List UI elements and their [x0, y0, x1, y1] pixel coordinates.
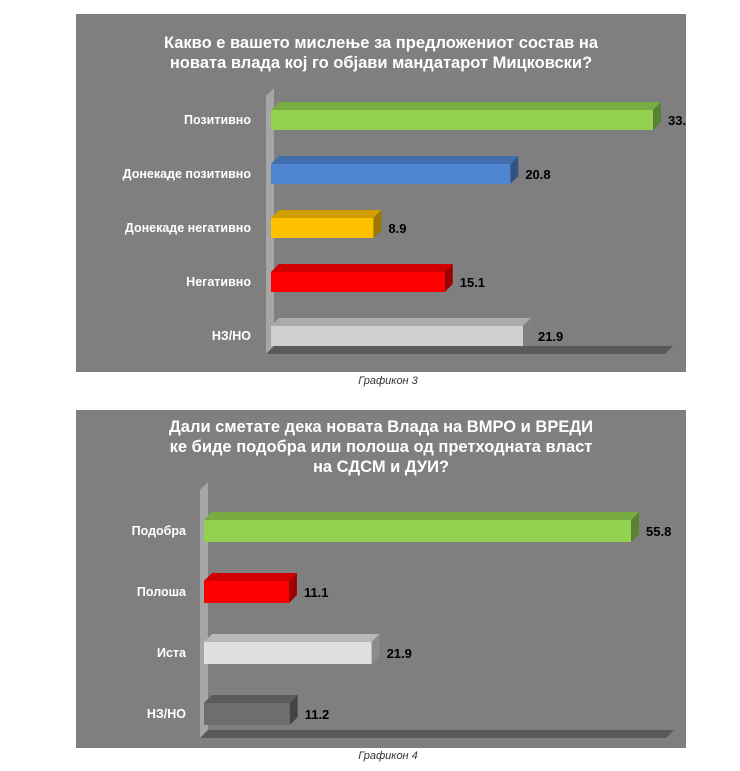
chart-3-title-line: новата влада кој го објави мандатарот Ми… — [170, 54, 592, 72]
chart-4-title-line: Дали сметате дека новата Влада на ВМРО и… — [169, 418, 593, 436]
chart-3-floor — [266, 346, 673, 354]
chart-4-bar-side — [631, 512, 639, 542]
chart-3-value-label: 20.8 — [525, 167, 550, 182]
chart-3-value-label: 8.9 — [388, 221, 406, 236]
chart-4-value-label: 21.9 — [387, 646, 412, 661]
chart-4-category-label: Иста — [157, 646, 187, 660]
chart-4-background — [76, 410, 686, 748]
chart-4-value-label: 11.1 — [304, 585, 329, 600]
chart-3-category-label: Донекаде негативно — [125, 221, 251, 235]
chart-3-value-label: 15.1 — [460, 275, 485, 290]
chart-4-bar-top — [204, 695, 298, 703]
chart-3-bar — [271, 326, 523, 346]
chart-4-bar-top — [204, 512, 639, 520]
chart-3-bar-top — [271, 102, 661, 110]
chart-3-bar-top — [271, 210, 382, 218]
chart-3-title-line: Какво е вашето мислење за предложениот с… — [164, 34, 599, 52]
chart-3-category-label: НЗ/НО — [212, 329, 251, 343]
chart-3-panel: Какво е вашето мислење за предложениот с… — [76, 14, 686, 372]
chart-4-bar-side — [288, 573, 297, 603]
chart-3-bar-top — [271, 156, 519, 164]
chart-4-value-label: 11.2 — [305, 707, 330, 722]
chart-4-wall — [200, 482, 208, 738]
chart-3-category-label: Позитивно — [184, 113, 251, 127]
chart-4-bar — [204, 642, 372, 664]
chart-4-bar-top — [204, 634, 380, 642]
chart-4-caption: Графикон 4 — [358, 750, 418, 762]
chart-3-value-label: 33.2 — [668, 113, 686, 128]
chart-4-bar-top — [204, 573, 297, 581]
chart-4-title-line: на СДСМ и ДУИ? — [313, 458, 449, 476]
chart-3-bar — [271, 164, 511, 184]
chart-4-bar — [204, 581, 289, 603]
chart-4-title-line: ке биде подобра или полоша од претходнат… — [170, 438, 593, 456]
chart-3-bar — [271, 110, 653, 130]
chart-3-bar-side — [522, 318, 531, 346]
chart-4-category-label: НЗ/НО — [147, 707, 186, 721]
chart-3-bar-side — [444, 264, 453, 292]
chart-3-bar-top — [271, 318, 531, 326]
chart-4-bar-side — [289, 695, 298, 725]
chart-4-bar — [204, 703, 290, 725]
chart-4-bar-side — [371, 634, 380, 664]
chart-3-bar-top — [271, 264, 453, 272]
chart-3-bar-side — [653, 102, 661, 130]
chart-3-category-label: Негативно — [186, 275, 251, 289]
chart-3-value-label: 21.9 — [538, 329, 563, 344]
chart-3-bar — [271, 272, 445, 292]
chart-4-value-label: 55.8 — [646, 524, 671, 539]
chart-4-floor — [200, 730, 674, 738]
chart-3-bar — [271, 218, 374, 238]
chart-3-caption: Графикон 3 — [358, 375, 418, 387]
chart-3-background — [76, 14, 686, 372]
chart-3-category-label: Донекаде позитивно — [123, 167, 252, 181]
chart-4-svg: Дали сметате дека новата Влада на ВМРО и… — [76, 410, 686, 748]
chart-4-panel: Дали сметате дека новата Влада на ВМРО и… — [76, 410, 686, 748]
chart-4-bar — [204, 520, 631, 542]
chart-3-bar-side — [373, 210, 382, 238]
chart-4-category-label: Подобра — [132, 524, 187, 538]
chart-4-category-label: Полоша — [137, 585, 187, 599]
chart-3-bar-side — [510, 156, 519, 184]
chart-3-svg: Какво е вашето мислење за предложениот с… — [76, 14, 686, 372]
